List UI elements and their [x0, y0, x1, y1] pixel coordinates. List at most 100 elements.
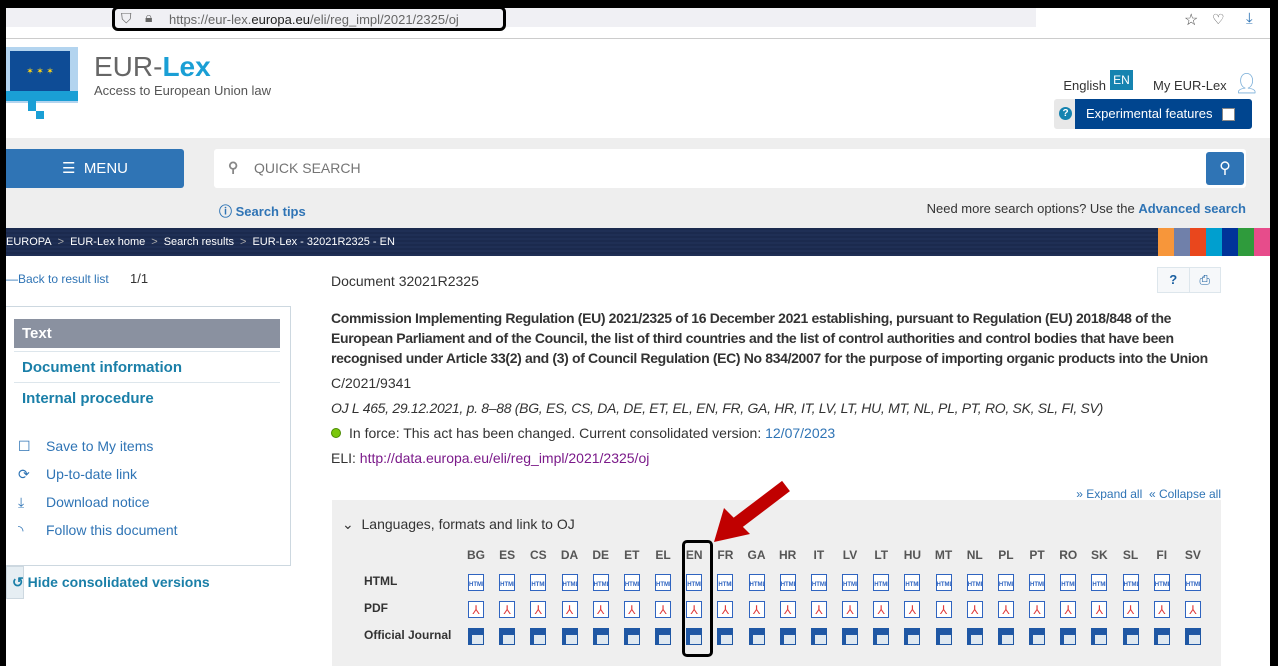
- breadcrumb-search-results[interactable]: Search results: [163, 236, 235, 248]
- expand-all-link[interactable]: » Expand all: [1076, 487, 1143, 501]
- html-icon[interactable]: HTML: [561, 574, 578, 591]
- pdf-icon[interactable]: ⅄: [779, 601, 796, 618]
- html-icon[interactable]: HTML: [499, 574, 516, 591]
- help-button[interactable]: ?: [1158, 268, 1190, 292]
- user-icon[interactable]: 👤︎: [1234, 73, 1260, 95]
- hide-consolidated-versions[interactable]: ↺ Hide consolidated versions: [12, 574, 210, 591]
- html-icon[interactable]: HTML: [748, 574, 765, 591]
- eli-link[interactable]: http://data.europa.eu/eli/reg_impl/2021/…: [359, 450, 650, 466]
- pdf-icon[interactable]: ⅄: [966, 601, 983, 618]
- sidebar-item-internal-procedure[interactable]: Internal procedure: [22, 390, 154, 407]
- site-title[interactable]: EUR-Lex: [94, 51, 211, 83]
- official-journal-icon[interactable]: [1060, 628, 1077, 645]
- html-icon[interactable]: HTML: [1184, 574, 1201, 591]
- official-journal-icon[interactable]: [561, 628, 578, 645]
- official-journal-icon[interactable]: [966, 628, 983, 645]
- official-journal-icon[interactable]: [623, 628, 640, 645]
- pdf-icon[interactable]: ⅄: [623, 601, 640, 618]
- official-journal-icon[interactable]: [1184, 628, 1201, 645]
- pdf-icon[interactable]: ⅄: [1060, 601, 1077, 618]
- official-journal-icon[interactable]: [873, 628, 890, 645]
- experimental-features-toggle[interactable]: ? Experimental features: [1054, 99, 1252, 129]
- pdf-icon[interactable]: ⅄: [1122, 601, 1139, 618]
- search-tips-link[interactable]: ⓘ Search tips: [219, 201, 306, 220]
- official-journal-icon[interactable]: [592, 628, 609, 645]
- official-journal-icon[interactable]: [1122, 628, 1139, 645]
- pdf-icon[interactable]: ⅄: [468, 601, 484, 618]
- pdf-icon[interactable]: ⅄: [561, 601, 578, 618]
- html-icon[interactable]: HTML: [873, 574, 890, 591]
- html-icon[interactable]: HTML: [1122, 574, 1139, 591]
- language-code-badge[interactable]: EN: [1110, 70, 1133, 90]
- quick-search-input[interactable]: [254, 160, 1154, 176]
- html-icon[interactable]: HTML: [966, 574, 983, 591]
- html-icon[interactable]: HTML: [779, 574, 796, 591]
- help-icon[interactable]: ?: [1059, 107, 1072, 120]
- pdf-icon[interactable]: ⅄: [842, 601, 859, 618]
- pdf-icon[interactable]: ⅄: [873, 601, 890, 618]
- html-icon[interactable]: HTML: [468, 574, 484, 591]
- pdf-icon[interactable]: ⅄: [686, 601, 703, 618]
- official-journal-icon[interactable]: [748, 628, 765, 645]
- official-journal-icon[interactable]: [1029, 628, 1046, 645]
- pdf-icon[interactable]: ⅄: [810, 601, 827, 618]
- official-journal-icon[interactable]: [779, 628, 796, 645]
- languages-toggle[interactable]: ⌄ Languages, formats and link to OJ: [342, 516, 575, 533]
- menu-button[interactable]: ☰ MENU: [6, 149, 184, 188]
- html-icon[interactable]: HTML: [1091, 574, 1108, 591]
- address-bar[interactable]: ⛉ 🔒︎ https://eur-lex.europa.eu/eli/reg_i…: [112, 8, 506, 31]
- official-journal-icon[interactable]: [997, 628, 1014, 645]
- official-journal-icon[interactable]: [810, 628, 827, 645]
- pdf-icon[interactable]: ⅄: [1184, 601, 1201, 618]
- html-icon[interactable]: HTML: [592, 574, 609, 591]
- html-icon[interactable]: HTML: [655, 574, 672, 591]
- html-icon[interactable]: HTML: [623, 574, 640, 591]
- experimental-checkbox[interactable]: [1222, 108, 1235, 121]
- html-icon[interactable]: HTML: [1029, 574, 1046, 591]
- print-icon[interactable]: ⎙: [1199, 272, 1210, 287]
- advanced-search-link[interactable]: Advanced search: [1138, 201, 1246, 216]
- my-eurlex-link[interactable]: My EUR-Lex: [1153, 78, 1227, 93]
- pdf-icon[interactable]: ⅄: [655, 601, 672, 618]
- official-journal-icon[interactable]: [842, 628, 859, 645]
- official-journal-icon[interactable]: [468, 628, 484, 645]
- html-icon[interactable]: HTML: [810, 574, 827, 591]
- language-selector[interactable]: English: [1063, 78, 1106, 93]
- official-journal-icon[interactable]: [655, 628, 672, 645]
- search-button[interactable]: ⚲: [1206, 152, 1244, 185]
- official-journal-icon[interactable]: [686, 628, 703, 645]
- official-journal-icon[interactable]: [935, 628, 952, 645]
- html-icon[interactable]: HTML: [904, 574, 921, 591]
- follow-document[interactable]: ◝ Follow this document: [18, 522, 178, 539]
- official-journal-icon[interactable]: [1153, 628, 1170, 645]
- bookmark-star-icon[interactable]: ☆: [1184, 12, 1199, 29]
- html-icon[interactable]: HTML: [1060, 574, 1077, 591]
- html-icon[interactable]: HTML: [1153, 574, 1170, 591]
- official-journal-icon[interactable]: [904, 628, 921, 645]
- html-icon[interactable]: HTML: [997, 574, 1014, 591]
- official-journal-icon[interactable]: [717, 628, 734, 645]
- pdf-icon[interactable]: ⅄: [997, 601, 1014, 618]
- pdf-icon[interactable]: ⅄: [935, 601, 952, 618]
- html-icon[interactable]: HTML: [530, 574, 547, 591]
- pocket-icon[interactable]: ♡: [1212, 11, 1225, 27]
- pdf-icon[interactable]: ⅄: [499, 601, 516, 618]
- sidebar-item-document-information[interactable]: Document information: [14, 351, 280, 383]
- html-icon[interactable]: HTML: [935, 574, 952, 591]
- pdf-icon[interactable]: ⅄: [748, 601, 765, 618]
- official-journal-icon[interactable]: [530, 628, 547, 645]
- pdf-icon[interactable]: ⅄: [1091, 601, 1108, 618]
- html-icon[interactable]: HTML: [686, 574, 703, 591]
- html-icon[interactable]: HTML: [717, 574, 734, 591]
- pdf-icon[interactable]: ⅄: [717, 601, 734, 618]
- save-to-my-items[interactable]: ☐ Save to My items: [18, 438, 153, 455]
- consolidated-version-link[interactable]: 12/07/2023: [765, 425, 836, 441]
- download-notice[interactable]: ⤓ Download notice: [18, 494, 150, 511]
- official-journal-icon[interactable]: [1091, 628, 1108, 645]
- download-icon[interactable]: ⤓: [1246, 10, 1253, 27]
- breadcrumb-europa[interactable]: EUROPA: [6, 236, 52, 248]
- back-to-result-list[interactable]: —Back to result list: [6, 272, 109, 286]
- official-journal-icon[interactable]: [499, 628, 516, 645]
- html-icon[interactable]: HTML: [842, 574, 859, 591]
- collapse-all-link[interactable]: « Collapse all: [1148, 487, 1221, 501]
